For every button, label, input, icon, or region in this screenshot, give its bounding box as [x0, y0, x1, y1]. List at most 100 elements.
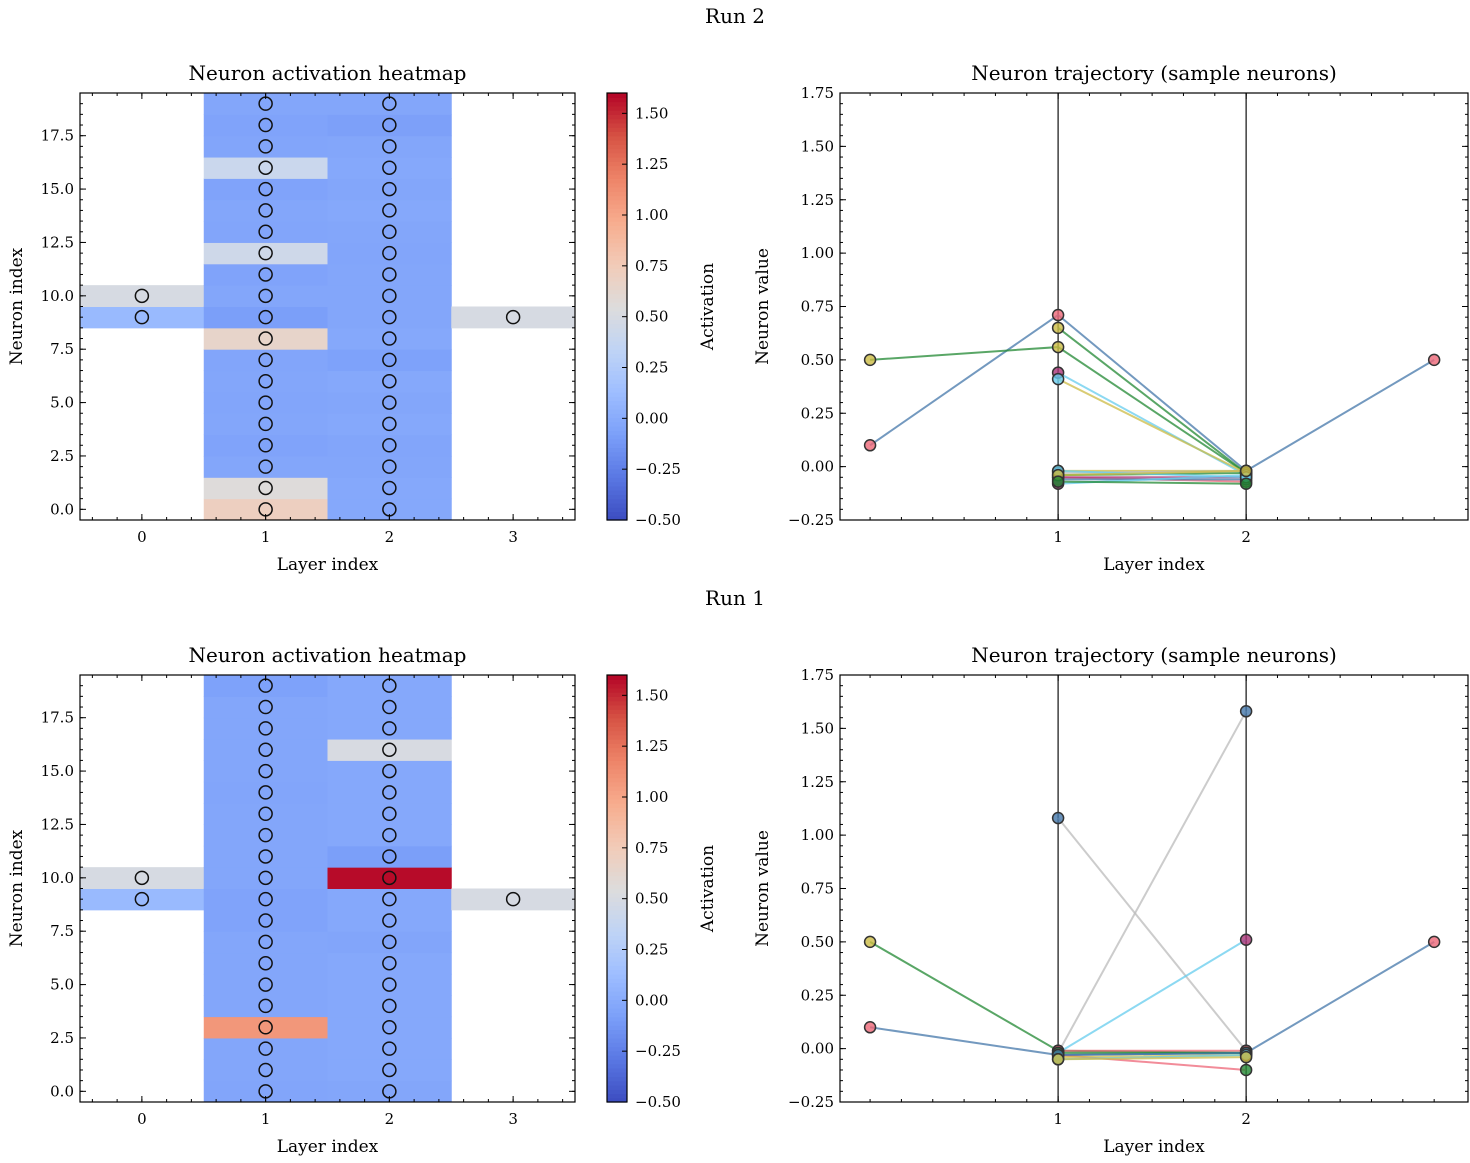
y-tick-label: 0.50 — [801, 351, 834, 369]
trajectory-point — [1239, 1050, 1253, 1064]
heatmap-cell — [327, 909, 452, 932]
colorbar-segment — [607, 807, 627, 813]
colorbar-segment — [607, 468, 627, 474]
neuron-marker — [258, 288, 273, 304]
colorbar-segment — [607, 502, 627, 508]
colorbar-segment — [607, 747, 627, 753]
colorbar-segment — [607, 918, 627, 924]
colorbar-segment — [607, 798, 627, 804]
colorbar-segment — [607, 1076, 627, 1082]
heatmap-cell — [203, 760, 328, 783]
colorbar-segment — [607, 443, 627, 449]
colorbar-segment — [607, 884, 627, 890]
colorbar-segment — [607, 515, 627, 521]
y-tick-label: 0.25 — [801, 986, 834, 1004]
neuron-marker — [382, 416, 397, 432]
colorbar-segment — [607, 764, 627, 770]
neuron-marker — [382, 955, 397, 971]
colorbar-tick-label: 0.75 — [635, 257, 668, 275]
trajectory-line — [1058, 1051, 1247, 1057]
neuron-marker — [258, 955, 273, 971]
heatmap-cell — [203, 114, 328, 137]
trajectory-line — [1057, 710, 1248, 1054]
neuron-marker — [382, 913, 397, 928]
colorbar-segment — [607, 1029, 627, 1035]
colorbar-segment — [607, 127, 627, 133]
colorbar-segment — [607, 212, 627, 218]
heatmap-cell — [327, 391, 452, 414]
colorbar-segment — [607, 781, 627, 787]
heatmap-cell — [203, 221, 328, 243]
trajectory-line — [1058, 480, 1247, 485]
colorbar-tick-label: 1.00 — [635, 788, 668, 806]
colorbar-segment — [607, 1089, 627, 1095]
heatmap-cell — [327, 696, 452, 719]
colorbar-segment — [607, 824, 627, 830]
x-axis-label: Layer index — [1103, 1137, 1205, 1157]
colorbar-segment — [607, 709, 627, 715]
neuron-marker — [258, 870, 273, 886]
colorbar-tick-label: 0.25 — [635, 359, 668, 377]
neuron-marker — [258, 245, 273, 261]
trajectory-title: Neuron trajectory (sample neurons) — [971, 643, 1337, 667]
neuron-marker — [382, 849, 397, 864]
colorbar-segment — [607, 310, 627, 316]
colorbar-segment — [607, 948, 627, 954]
x-tick-label: 2 — [1241, 1110, 1251, 1128]
x-tick-label: 3 — [508, 528, 518, 546]
colorbar-segment — [607, 157, 627, 162]
heatmap-cell — [327, 263, 452, 286]
heatmap-cell — [203, 434, 328, 457]
colorbar-segment — [607, 862, 627, 868]
x-tick-label: 2 — [385, 528, 395, 546]
colorbar-segment — [607, 961, 627, 966]
colorbar-segment — [607, 858, 627, 864]
heatmap-cell — [327, 973, 452, 996]
heatmap-cell — [203, 327, 328, 350]
y-tick-label: 12.5 — [41, 815, 74, 833]
y-tick-label: 0.00 — [801, 458, 834, 476]
neuron-marker — [258, 721, 273, 736]
y-tick-label: 1.75 — [801, 84, 834, 102]
heatmap-cell — [80, 867, 205, 889]
heatmap-cell — [327, 285, 452, 307]
colorbar-segment — [607, 828, 627, 834]
colorbar-segment — [607, 374, 627, 380]
heatmap-cell — [327, 824, 452, 847]
trajectory-point — [1239, 464, 1253, 478]
y-tick-label: 0.25 — [801, 404, 834, 422]
neuron-marker — [382, 139, 397, 154]
colorbar-segment — [607, 1067, 627, 1073]
colorbar-segment — [607, 404, 627, 410]
colorbar-tick-label: −0.25 — [635, 460, 681, 478]
run-title: Run 1 — [705, 586, 765, 610]
heatmap-cell — [203, 413, 328, 436]
heatmap-cell — [203, 1016, 328, 1039]
colorbar-tick-label: 0.00 — [635, 409, 668, 427]
colorbar-tick-label: 0.50 — [635, 890, 668, 908]
colorbar-segment — [607, 362, 627, 367]
colorbar-segment — [607, 144, 627, 150]
colorbar-segment — [607, 293, 627, 299]
neuron-marker — [258, 117, 273, 133]
colorbar-segment — [607, 768, 627, 774]
heatmap-cell — [203, 1059, 328, 1082]
colorbar-segment — [607, 973, 627, 979]
colorbar-segment — [607, 426, 627, 431]
x-axis-label: Layer index — [1103, 555, 1205, 575]
trajectory-line — [1058, 1056, 1247, 1061]
neuron-marker — [258, 352, 273, 368]
colorbar-segment — [607, 935, 627, 941]
colorbar-label: Activation — [698, 845, 718, 933]
colorbar-segment — [607, 995, 627, 1001]
x-tick-label: 2 — [1241, 528, 1251, 546]
colorbar-segment — [607, 1093, 627, 1099]
x-tick-label: 0 — [137, 1110, 147, 1128]
colorbar-segment — [607, 186, 627, 192]
heatmap-cell — [327, 242, 452, 265]
neuron-marker — [505, 891, 521, 907]
heatmap-cell — [451, 888, 576, 911]
colorbar-segment — [607, 199, 627, 205]
neuron-marker — [382, 331, 397, 346]
y-axis-label: Neuron index — [7, 829, 27, 947]
